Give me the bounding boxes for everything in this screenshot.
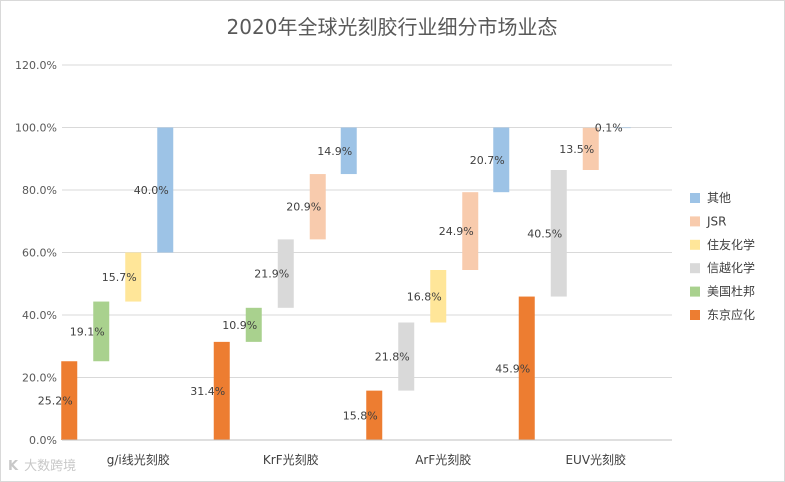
- data-label: 24.9%: [439, 225, 474, 238]
- data-label: 10.9%: [222, 319, 257, 332]
- y-tick-label: 100.0%: [15, 122, 57, 135]
- y-tick-label: 0.0%: [29, 434, 57, 447]
- watermark-logo: K: [8, 459, 19, 474]
- legend-swatch: [690, 239, 700, 250]
- data-label: 40.5%: [527, 227, 562, 240]
- data-label: 19.1%: [70, 325, 105, 338]
- data-label: 21.8%: [375, 351, 410, 364]
- y-tick-label: 120.0%: [15, 59, 57, 72]
- data-label: 21.9%: [254, 268, 289, 281]
- y-tick-label: 20.0%: [22, 372, 57, 385]
- data-label: 13.5%: [559, 143, 594, 156]
- legend-swatch: [690, 310, 700, 320]
- legend-swatch: [690, 286, 700, 297]
- bar-segment: [125, 252, 142, 302]
- bar-segment: [340, 127, 357, 175]
- bar-segment: [245, 307, 262, 342]
- data-label: 0.1%: [595, 122, 623, 135]
- bar-segment: [277, 239, 294, 308]
- bar-segment: [61, 361, 78, 440]
- data-label: 20.9%: [286, 201, 321, 214]
- x-tick-label: g/i线光刻胶: [107, 452, 170, 467]
- watermark: K 大数跨境: [8, 455, 76, 474]
- legend-swatch: [690, 216, 700, 227]
- bar-segment: [93, 301, 110, 362]
- bar-segment: [213, 341, 230, 440]
- data-label: 45.9%: [495, 362, 530, 375]
- bar-segment: [582, 127, 599, 170]
- bar-segment: [366, 390, 383, 440]
- data-label: 25.2%: [38, 395, 73, 408]
- legend-label: JSR: [706, 214, 727, 228]
- legend-label: 其他: [707, 191, 731, 205]
- chart-title: 2020年全球光刻胶行业细分市场业态: [227, 15, 558, 39]
- y-tick-label: 60.0%: [22, 247, 57, 260]
- bar-segment: [309, 174, 326, 240]
- bar-segment: [614, 127, 631, 129]
- data-label: 15.8%: [343, 409, 378, 422]
- bar-segment: [550, 170, 567, 297]
- watermark-text: 大数跨境: [24, 459, 77, 474]
- data-label: 15.7%: [102, 271, 137, 284]
- legend-label: 东京应化: [707, 307, 755, 322]
- x-tick-label: KrF光刻胶: [263, 452, 319, 467]
- bar-segment: [518, 296, 535, 440]
- data-label: 14.9%: [317, 145, 352, 158]
- data-label: 31.4%: [190, 385, 225, 398]
- legend-label: 信越化学: [707, 260, 755, 275]
- y-tick-label: 40.0%: [22, 309, 57, 322]
- legend-label: 美国杜邦: [707, 284, 755, 299]
- data-label: 16.8%: [407, 290, 442, 303]
- bar-segment: [157, 127, 174, 253]
- bar-segment: [398, 322, 415, 391]
- x-tick-label: EUV光刻胶: [565, 452, 626, 467]
- y-tick-label: 80.0%: [22, 184, 57, 197]
- x-tick-label: ArF光刻胶: [415, 452, 471, 467]
- data-label: 40.0%: [134, 184, 169, 197]
- bar-segment: [493, 127, 510, 193]
- bar-segment: [462, 192, 479, 270]
- legend-label: 住友化学: [707, 237, 755, 252]
- legend-swatch: [690, 263, 700, 274]
- legend-swatch: [690, 193, 700, 203]
- data-label: 20.7%: [470, 154, 505, 167]
- bar-segment: [430, 270, 447, 323]
